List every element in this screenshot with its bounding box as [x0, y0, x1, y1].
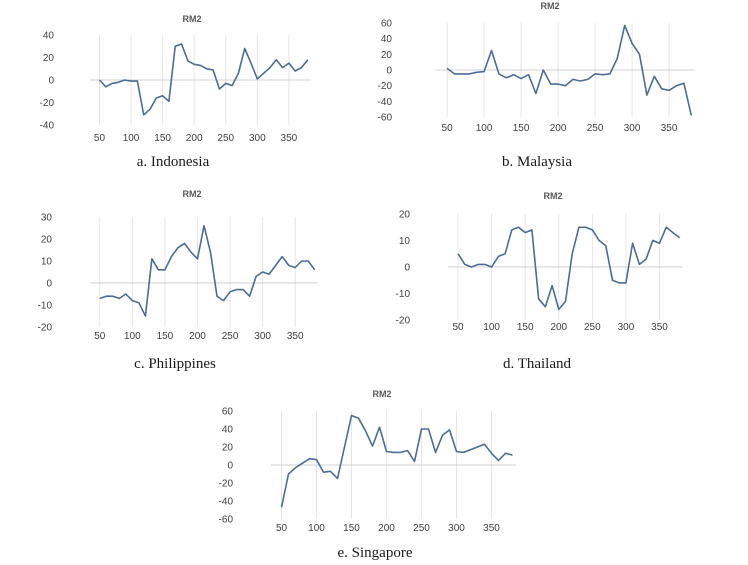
- x-tick-label: 250: [587, 123, 604, 134]
- chart-title: RM2: [540, 1, 559, 11]
- x-tick-label: 350: [287, 331, 304, 342]
- x-tick-label: 250: [217, 133, 234, 144]
- y-tick-label: 10: [399, 236, 411, 247]
- x-tick-label: 150: [157, 331, 174, 342]
- y-tick-label: 20: [41, 235, 53, 246]
- chart-title: RM2: [372, 389, 391, 399]
- chart-title: RM2: [182, 189, 201, 199]
- series-line-rm2: [446, 24, 693, 116]
- y-tick-label: -10: [396, 289, 411, 300]
- chart-title: RM2: [543, 191, 562, 201]
- x-tick-label: 150: [343, 523, 360, 534]
- x-tick-label: 200: [550, 322, 567, 333]
- x-tick-label: 100: [476, 123, 493, 134]
- y-tick-label: 20: [222, 443, 234, 454]
- y-tick-label: 40: [43, 31, 55, 42]
- series-line-rm2: [280, 414, 513, 508]
- y-tick-label: 30: [41, 213, 53, 224]
- x-tick-label: 50: [94, 133, 106, 144]
- y-tick-label: -20: [378, 81, 393, 92]
- x-tick-label: 200: [550, 123, 567, 134]
- y-tick-label: -40: [40, 121, 55, 132]
- chart-title: RM2: [182, 14, 201, 24]
- y-tick-label: 60: [381, 19, 393, 30]
- panel-caption: e. Singapore: [338, 545, 413, 561]
- x-tick-label: 150: [517, 322, 534, 333]
- y-tick-label: 0: [227, 461, 233, 472]
- y-tick-label: 20: [43, 53, 55, 64]
- y-tick-label: 40: [381, 34, 393, 45]
- y-tick-label: -20: [396, 316, 411, 327]
- y-tick-label: -60: [378, 113, 393, 124]
- x-tick-label: 200: [378, 523, 395, 534]
- x-tick-label: 50: [276, 523, 288, 534]
- y-tick-label: 40: [222, 425, 234, 436]
- y-tick-label: 60: [222, 407, 234, 418]
- x-tick-label: 150: [513, 123, 530, 134]
- x-tick-label: 150: [154, 133, 171, 144]
- x-tick-label: 300: [249, 133, 266, 144]
- x-tick-label: 350: [483, 523, 500, 534]
- y-tick-label: 20: [399, 210, 411, 221]
- x-tick-label: 350: [281, 133, 298, 144]
- series-line-rm2: [98, 43, 309, 116]
- panel-caption: b. Malaysia: [502, 154, 572, 170]
- y-tick-label: -40: [219, 497, 234, 508]
- x-tick-label: 250: [584, 322, 601, 333]
- x-tick-label: 250: [413, 523, 430, 534]
- panel-caption: a. Indonesia: [137, 154, 210, 170]
- x-tick-label: 350: [661, 123, 678, 134]
- panel-caption: c. Philippines: [134, 356, 216, 372]
- series-line-rm2: [457, 226, 681, 311]
- y-tick-label: 0: [404, 263, 410, 274]
- x-tick-label: 250: [222, 331, 239, 342]
- x-tick-label: 100: [483, 322, 500, 333]
- x-tick-label: 200: [186, 133, 203, 144]
- y-tick-label: 20: [381, 50, 393, 61]
- y-tick-label: -40: [378, 97, 393, 108]
- x-tick-label: 100: [308, 523, 325, 534]
- x-tick-label: 300: [254, 331, 271, 342]
- x-tick-label: 300: [448, 523, 465, 534]
- panel-caption: d. Thailand: [503, 356, 572, 372]
- x-tick-label: 100: [123, 133, 140, 144]
- y-tick-label: -60: [219, 515, 234, 526]
- x-tick-label: 200: [189, 331, 206, 342]
- y-tick-label: 0: [46, 279, 52, 290]
- x-tick-label: 50: [453, 322, 465, 333]
- x-tick-label: 50: [94, 331, 106, 342]
- y-tick-label: -20: [40, 98, 55, 109]
- y-tick-label: 0: [386, 66, 392, 77]
- x-tick-label: 100: [124, 331, 141, 342]
- y-tick-label: -20: [219, 479, 234, 490]
- x-tick-label: 350: [651, 322, 668, 333]
- y-tick-label: -10: [38, 301, 53, 312]
- y-tick-label: 0: [48, 76, 54, 87]
- x-tick-label: 300: [618, 322, 635, 333]
- series-line-rm2: [99, 225, 316, 317]
- x-tick-label: 50: [442, 123, 454, 134]
- x-tick-label: 300: [624, 123, 641, 134]
- y-tick-label: -20: [38, 323, 53, 334]
- y-tick-label: 10: [41, 257, 53, 268]
